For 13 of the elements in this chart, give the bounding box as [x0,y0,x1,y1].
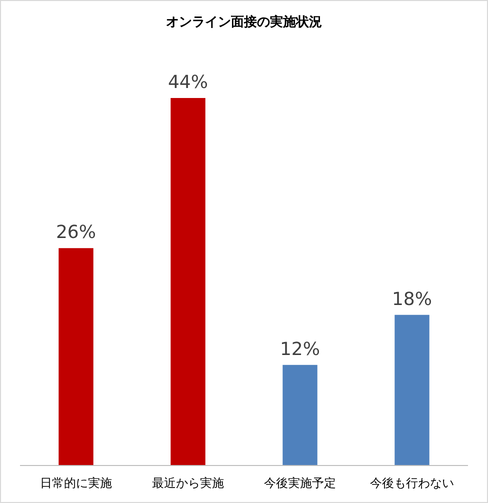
data-label: 18% [392,288,432,310]
x-tick-label: 今後実施予定 [264,476,336,490]
chart-title: オンライン面接の実施状況 [166,14,322,30]
x-tick-label: 最近から実施 [152,476,224,490]
data-label: 12% [280,338,320,360]
x-tick-label: 日常的に実施 [40,476,112,490]
data-label: 26% [56,222,96,244]
bar [58,248,94,465]
data-label: 44% [168,72,208,93]
x-tick-label: 今後も行わない [370,476,454,490]
bar [282,364,318,465]
bar [394,314,430,465]
bar [170,98,206,465]
